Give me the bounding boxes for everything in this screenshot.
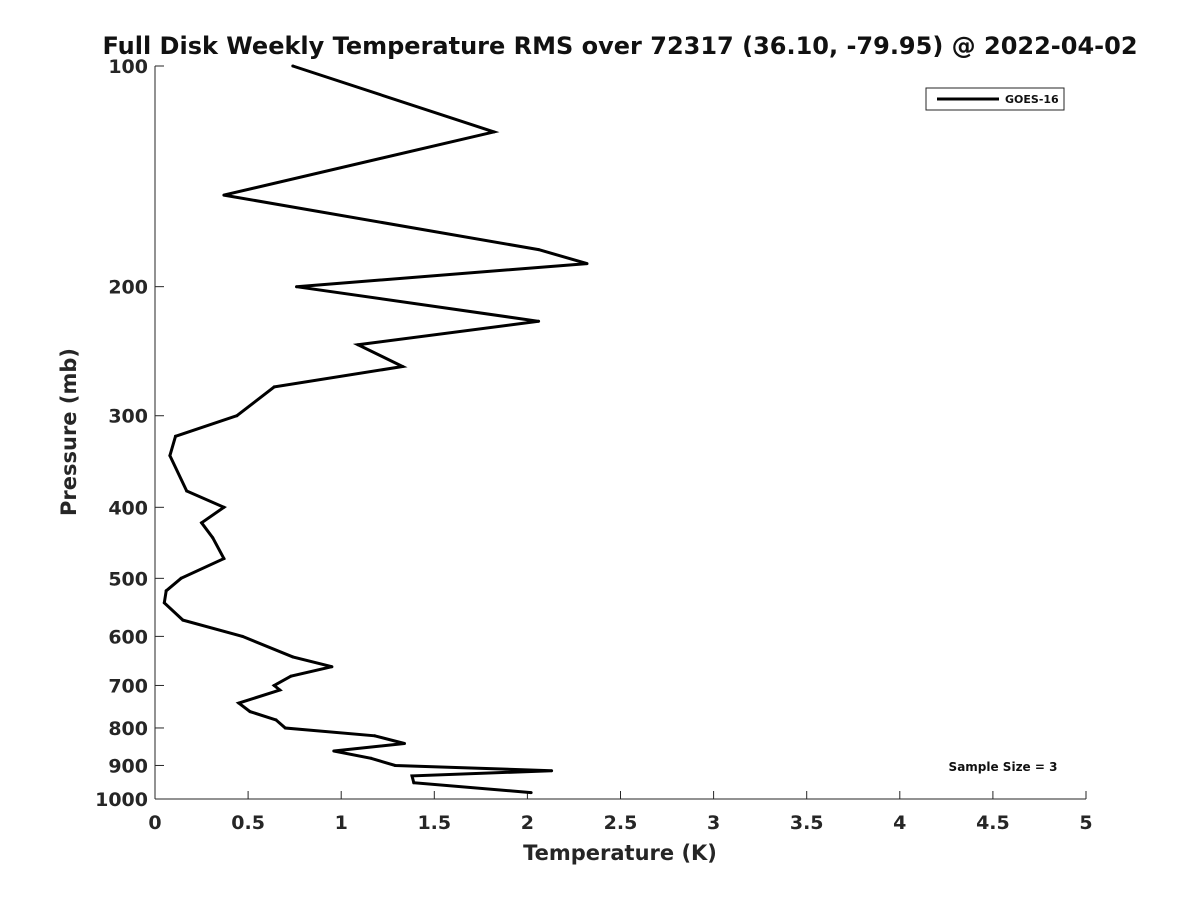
y-tick-label: 700: [108, 675, 148, 697]
data-point: [248, 710, 252, 714]
data-point: [200, 521, 204, 525]
data-point: [162, 601, 166, 605]
x-tick-label: 4.5: [976, 812, 1010, 834]
data-point: [164, 589, 168, 593]
y-tick-label: 800: [108, 718, 148, 740]
data-point: [330, 665, 334, 669]
data-point: [550, 769, 554, 773]
data-point: [332, 749, 336, 753]
data-point: [369, 756, 373, 760]
x-tick-label: 2.5: [604, 812, 638, 834]
data-point: [168, 454, 172, 458]
chart-title: Full Disk Weekly Temperature RMS over 72…: [102, 32, 1137, 60]
sample-size-annotation: Sample Size = 3: [949, 760, 1058, 774]
data-point: [537, 248, 541, 252]
legend: GOES-16: [925, 87, 1065, 111]
y-tick-label: 1000: [95, 789, 148, 811]
y-tick-label: 300: [108, 406, 148, 428]
x-axis-label: Temperature (K): [523, 841, 717, 865]
y-tick-label: 600: [108, 626, 148, 648]
data-point: [537, 319, 541, 323]
data-point: [412, 781, 416, 785]
y-tick-label: 400: [108, 497, 148, 519]
y-axis-label: Pressure (mb): [57, 348, 81, 516]
x-tick-label: 0: [148, 812, 161, 834]
data-point: [179, 576, 183, 580]
y-tick-label: 200: [108, 277, 148, 299]
data-point: [222, 557, 226, 561]
data-point: [492, 130, 496, 134]
y-tick-label: 100: [108, 56, 148, 78]
data-point: [585, 262, 589, 266]
data-point: [174, 434, 177, 438]
plot-area: [154, 66, 1086, 800]
y-axis-ticks: 100 200 300 400 500 600 700 800 900 1000: [95, 56, 164, 811]
x-tick-label: 4: [893, 812, 906, 834]
data-point: [410, 774, 414, 778]
data-point: [291, 64, 295, 68]
series-points: [162, 64, 589, 795]
data-point: [272, 385, 276, 389]
data-point: [272, 684, 276, 687]
data-point: [401, 365, 405, 368]
x-tick-label: 1: [335, 812, 348, 834]
data-point: [373, 734, 377, 738]
data-point: [283, 726, 287, 730]
data-point: [211, 536, 215, 540]
data-point: [289, 674, 293, 678]
y-tick-label: 500: [108, 568, 148, 590]
data-point: [393, 764, 397, 767]
data-point: [237, 701, 241, 705]
data-point: [222, 193, 226, 197]
x-tick-label: 2: [521, 812, 534, 834]
series-line-goes-16: [162, 64, 588, 795]
data-point: [235, 414, 239, 418]
x-axis-ticks: 0 0.5 1 1.5 2 2.5 3 3.5 4 4.5 5: [148, 791, 1093, 834]
data-point: [274, 718, 278, 722]
data-point: [185, 489, 189, 493]
y-tick-label: 900: [108, 755, 148, 777]
x-tick-label: 3: [707, 812, 720, 834]
data-point: [529, 791, 533, 795]
data-point: [181, 618, 185, 622]
data-point: [278, 688, 282, 692]
x-tick-label: 3.5: [790, 812, 824, 834]
x-tick-label: 5: [1079, 812, 1092, 834]
x-tick-label: 1.5: [417, 812, 451, 834]
data-point: [403, 742, 406, 745]
x-tick-label: 0.5: [231, 812, 265, 834]
data-point: [222, 505, 226, 509]
data-point: [356, 343, 360, 347]
legend-entry-goes-16: GOES-16: [1005, 93, 1059, 106]
data-point: [295, 285, 298, 289]
data-point: [291, 655, 295, 659]
data-point: [241, 634, 244, 638]
